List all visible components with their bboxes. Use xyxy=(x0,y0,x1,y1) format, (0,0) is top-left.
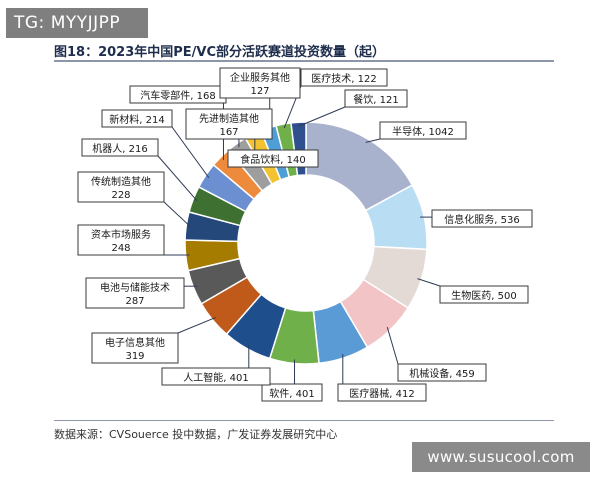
slice-label: 医疗器械, 412 xyxy=(337,383,427,402)
leader-line xyxy=(365,138,381,143)
slice-label: 机器人, 216 xyxy=(81,138,159,157)
slice-label: 汽车零部件, 168 xyxy=(129,85,227,104)
slice-label: 电池与储能技术 287 xyxy=(85,277,185,309)
label-box xyxy=(431,209,533,228)
label-box xyxy=(300,68,388,87)
label-box xyxy=(439,285,529,304)
slice-label: 机械设备, 459 xyxy=(397,363,487,382)
slice-label: 先进制造其他 167 xyxy=(185,108,273,140)
slice-label-value: 319 xyxy=(125,351,144,362)
leader-line xyxy=(417,278,441,287)
slice-label: 资本市场服务 248 xyxy=(77,224,165,256)
label-box xyxy=(77,224,165,256)
slice-label-value: 228 xyxy=(111,190,130,201)
watermark-bottom: www.susucool.com xyxy=(412,442,590,472)
slice-label-text: 餐饮, 121 xyxy=(353,93,398,106)
slice-label: 软件, 401 xyxy=(261,383,323,402)
label-box xyxy=(185,108,273,140)
slice-label-text: 传统制造其他 xyxy=(91,175,151,188)
label-box xyxy=(91,332,179,364)
slice-label-text: 信息化服务, 536 xyxy=(444,213,519,226)
label-box xyxy=(161,367,271,386)
slice-label-text: 先进制造其他 xyxy=(199,112,259,125)
slice-label: 信息化服务, 536 xyxy=(431,209,533,228)
label-box xyxy=(261,383,323,402)
slice-label-text: 电子信息其他 xyxy=(105,336,165,349)
slice-label: 生物医药, 500 xyxy=(439,285,529,304)
slice-label-text: 企业服务其他 xyxy=(230,71,290,84)
label-box xyxy=(337,383,427,402)
label-box xyxy=(344,89,408,108)
slice-label-text: 半导体, 1042 xyxy=(392,125,454,138)
slice-label-text: 人工智能, 401 xyxy=(183,371,248,384)
source-note: 数据来源：CVSouerce 投中数据，广发证券发展研究中心 xyxy=(54,428,338,441)
slice-label: 传统制造其他 228 xyxy=(77,171,165,203)
label-box xyxy=(77,171,165,203)
label-group: 半导体, 1042 信息化服务, 536 生物医药, 500 机械设备, 459 医疗器… xyxy=(77,67,533,402)
label-box xyxy=(85,277,185,309)
slice-label-text: 生物医药, 500 xyxy=(451,289,516,302)
slice-label-text: 医疗器械, 412 xyxy=(349,387,414,400)
label-box xyxy=(219,67,301,99)
title-rule xyxy=(54,60,554,62)
slice-label-text: 机械设备, 459 xyxy=(409,367,474,380)
slice-label-value: 248 xyxy=(111,243,130,254)
leader-line xyxy=(298,106,346,127)
watermark-top: TG: MYYJJPP xyxy=(6,8,148,38)
figure-title: 图18：2023年中国PE/VC部分活跃赛道投资数量（起） xyxy=(54,45,386,60)
slice-label: 企业服务其他 127 xyxy=(219,67,301,99)
slice-label: 电子信息其他 319 xyxy=(91,332,179,364)
label-box xyxy=(397,363,487,382)
slice-label-value: 127 xyxy=(250,86,269,97)
slice-label: 食品饮料, 140 xyxy=(227,149,319,168)
slice-label-text: 机器人, 216 xyxy=(92,142,147,155)
slice-label-text: 电池与储能技术 xyxy=(100,281,170,294)
slice-label-text: 食品饮料, 140 xyxy=(240,153,305,166)
leader-line xyxy=(163,201,191,227)
slice-label: 半导体, 1042 xyxy=(379,121,467,140)
label-box xyxy=(101,109,173,128)
slice-label: 新材料, 214 xyxy=(101,109,173,128)
source-rule xyxy=(54,420,554,421)
slice-label-text: 汽车零部件, 168 xyxy=(140,89,215,102)
label-box xyxy=(227,149,319,168)
slice-label-text: 医疗技术, 122 xyxy=(311,72,376,85)
slice-label-text: 资本市场服务 xyxy=(91,228,151,241)
label-box xyxy=(379,121,467,140)
leader-line xyxy=(177,316,216,334)
leader-line xyxy=(157,155,198,201)
slice-label: 餐饮, 121 xyxy=(344,89,408,108)
slice-label-text: 软件, 401 xyxy=(269,387,314,400)
slice-label-text: 新材料, 214 xyxy=(109,113,164,126)
slice-label: 医疗技术, 122 xyxy=(300,68,388,87)
leader-line xyxy=(386,327,399,365)
slice-label: 人工智能, 401 xyxy=(161,367,271,386)
slice-label-value: 287 xyxy=(125,296,144,307)
leader-line xyxy=(171,126,210,179)
label-box xyxy=(81,138,159,157)
slice-label-value: 167 xyxy=(219,127,238,138)
